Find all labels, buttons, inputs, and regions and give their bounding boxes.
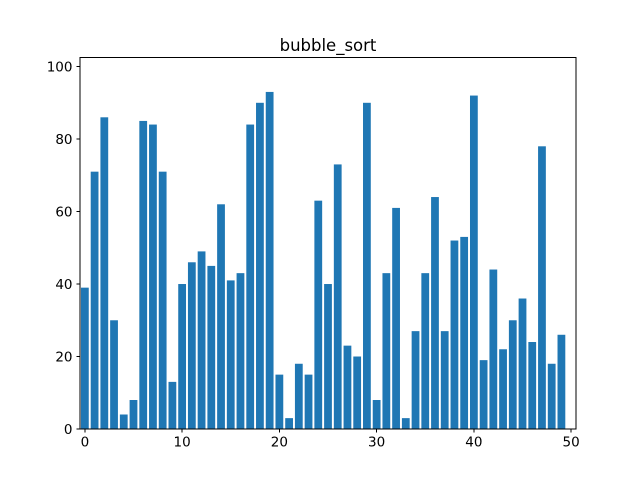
bar-37 <box>440 331 449 429</box>
x-tick-label: 30 <box>368 435 385 451</box>
bar-4 <box>119 414 128 429</box>
bar-19 <box>265 91 274 430</box>
bar-31 <box>382 273 391 429</box>
y-tick-label: 40 <box>55 277 72 293</box>
bar-30 <box>372 400 381 429</box>
bar-46 <box>528 342 537 429</box>
x-tick-label: 20 <box>271 435 288 451</box>
bar-26 <box>333 164 342 430</box>
bar-16 <box>236 273 245 429</box>
y-tick-label: 60 <box>55 204 72 220</box>
x-tick-label: 0 <box>81 435 90 451</box>
x-tick-label: 10 <box>174 435 191 451</box>
bar-49 <box>557 334 566 429</box>
bar-8 <box>158 171 167 430</box>
bar-23 <box>304 374 313 429</box>
bar-45 <box>518 298 527 429</box>
bar-14 <box>217 204 225 429</box>
bar-35 <box>421 273 430 429</box>
y-tick-label: 0 <box>64 422 73 438</box>
bar-38 <box>450 240 459 429</box>
bar-11 <box>187 262 196 429</box>
bar-29 <box>363 102 371 430</box>
bar-40 <box>469 95 478 429</box>
bar-44 <box>508 320 517 429</box>
bar-32 <box>392 207 400 429</box>
bar-48 <box>547 363 556 429</box>
bar-33 <box>401 418 410 429</box>
bar-22 <box>294 363 303 429</box>
bar-36 <box>431 197 439 429</box>
bar-21 <box>285 418 293 429</box>
x-tick-label: 40 <box>465 435 482 451</box>
bar-5 <box>129 400 138 429</box>
bar-18 <box>256 102 264 430</box>
bar-10 <box>178 284 187 429</box>
bar-42 <box>489 269 498 429</box>
plot-area: 0 20 40 60 80 100 0 10 20 30 40 50 <box>47 57 580 451</box>
y-tick-label: 100 <box>47 59 73 75</box>
bar-24 <box>314 200 323 429</box>
bar-34 <box>411 331 420 429</box>
bar-12 <box>197 251 206 429</box>
bar-17 <box>246 124 255 430</box>
bar-28 <box>353 356 362 429</box>
bar-15 <box>226 280 235 429</box>
axes-spines <box>79 57 577 430</box>
x-tick-label: 50 <box>563 435 580 451</box>
bar-13 <box>207 265 216 429</box>
bar-41 <box>479 360 488 429</box>
bar-39 <box>460 236 469 429</box>
y-tick-label: 20 <box>55 349 72 365</box>
bar-47 <box>538 146 546 430</box>
bar-6 <box>139 120 148 430</box>
bar-43 <box>499 349 507 429</box>
y-tick-label: 80 <box>55 132 72 148</box>
bar-2 <box>100 117 109 430</box>
bar-25 <box>324 284 332 429</box>
bar-3 <box>110 320 118 429</box>
chart-title: bubble_sort <box>280 36 377 56</box>
bar-9 <box>168 381 177 429</box>
bar-27 <box>343 345 352 429</box>
bar-0 <box>80 287 89 429</box>
bar-20 <box>275 374 284 429</box>
bar-1 <box>90 171 99 430</box>
bar-7 <box>149 124 157 430</box>
